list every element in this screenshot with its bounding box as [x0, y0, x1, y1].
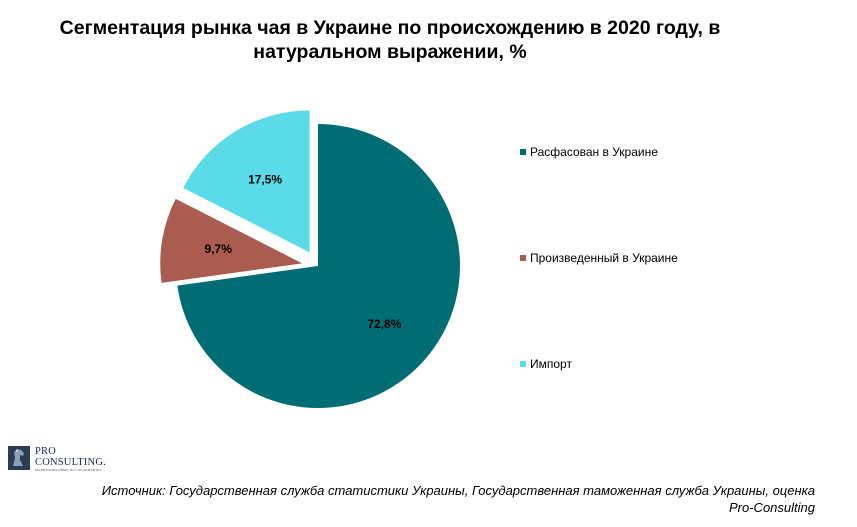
source-note: Источник: Государственная служба статист…: [101, 483, 815, 515]
chart-title: Сегментация рынка чая в Украине по проис…: [59, 17, 721, 63]
pro-consulting-logo: PRO CONSULTING. МАРКЕТИНГОВЫЕ ИССЛЕДОВАН…: [8, 446, 106, 472]
legend-swatch: [520, 149, 526, 155]
horse-logo-icon: [8, 446, 30, 470]
logo-tagline: МАРКЕТИНГОВЫЕ ИССЛЕДОВАНИЯ: [35, 468, 101, 472]
data-label-1: 72,8%: [367, 317, 401, 331]
data-label-2: 9,7%: [205, 242, 233, 256]
legend-swatch: [520, 361, 526, 367]
logo-line1: PRO: [35, 446, 57, 457]
legend-item-packed-in-ukraine: Расфасован в Украине: [520, 144, 658, 160]
pie-slice-3: [183, 110, 310, 253]
legend-item-import: Импорт: [520, 356, 572, 372]
legend-label: Произведенный в Украине: [530, 251, 678, 265]
pie-slice-2: [160, 198, 303, 283]
legend-swatch: [520, 255, 526, 261]
data-label-3: 17,5%: [248, 173, 282, 187]
legend-item-produced-in-ukraine: Произведенный в Украине: [520, 250, 678, 266]
logo-line2: CONSULTING.: [35, 457, 106, 468]
legend-label: Импорт: [530, 357, 572, 371]
pie-slice-1: [177, 124, 460, 409]
legend-label: Расфасован в Украине: [530, 145, 658, 159]
